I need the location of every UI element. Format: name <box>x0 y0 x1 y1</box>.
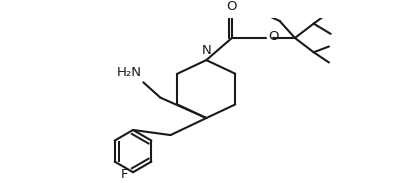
Text: F: F <box>120 169 128 182</box>
Text: N: N <box>201 44 211 57</box>
Text: O: O <box>269 30 279 43</box>
Text: O: O <box>227 0 237 13</box>
Text: H₂N: H₂N <box>117 66 142 79</box>
